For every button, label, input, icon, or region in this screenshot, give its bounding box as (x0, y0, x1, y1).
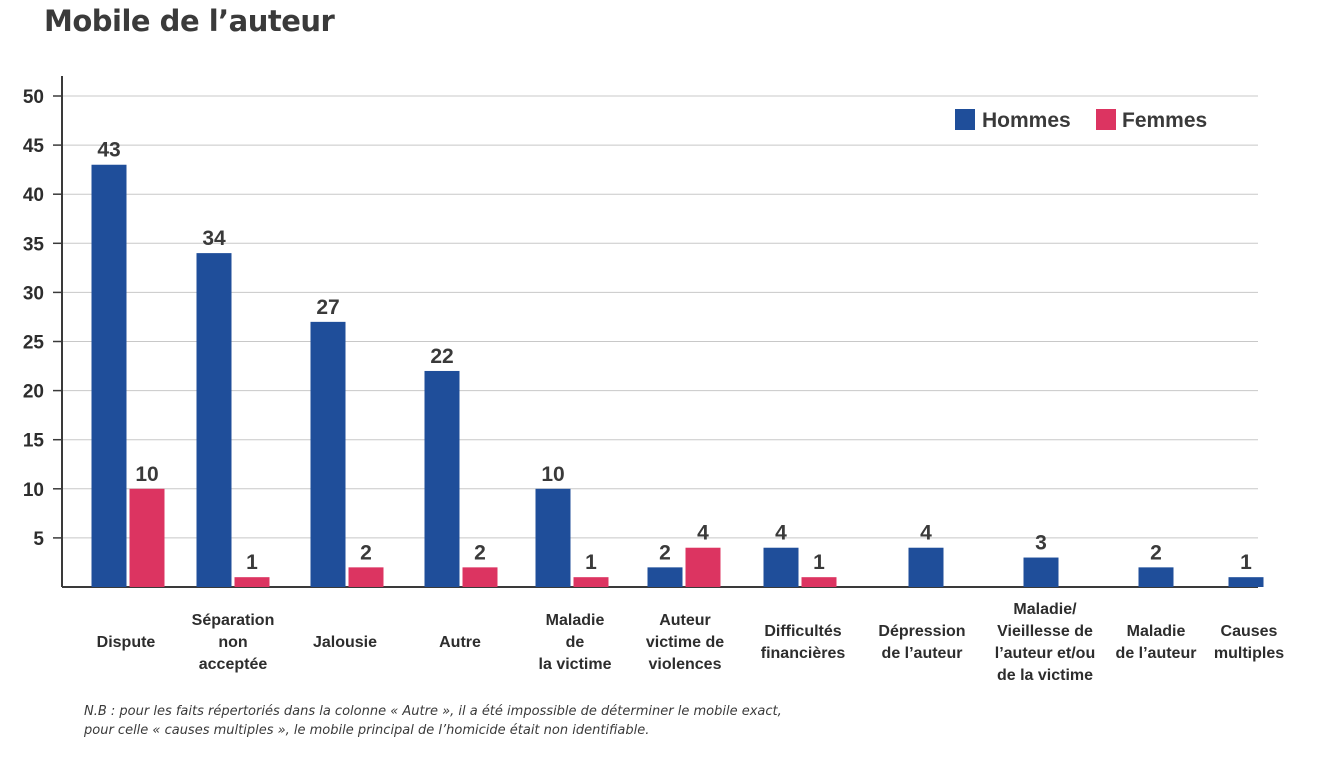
legend: Hommes Femmes (955, 109, 1207, 132)
category-labels: Dispute Séparation non acceptée Jalousie Autr… (97, 601, 1285, 684)
category-label-5: Auteur victime de violences (646, 612, 724, 673)
category-label-6: Difficultés financières (761, 623, 846, 662)
category-label-10: Causes multiples (1214, 623, 1284, 662)
data-label-hommes-7: 4 (920, 522, 932, 545)
y-tick-label-30: 30 (23, 283, 44, 304)
y-tick-label-25: 25 (23, 333, 45, 354)
category-label-0: Dispute (97, 634, 156, 651)
data-label-femmes-6: 1 (813, 551, 825, 574)
bar-hommes-3 (424, 370, 460, 587)
data-label-femmes-1: 1 (246, 551, 258, 574)
chart-title: Mobile de l’auteur (44, 4, 335, 38)
category-label-7: Dépression de l’auteur (878, 623, 965, 662)
bar-hommes-2 (310, 321, 346, 587)
data-label-femmes-4: 1 (585, 551, 597, 574)
bar-femmes-6 (801, 577, 837, 587)
legend-swatch-femmes (1096, 109, 1116, 130)
bar-femmes-1 (234, 577, 270, 587)
bar-femmes-0 (129, 488, 165, 587)
y-tick-label-20: 20 (23, 382, 44, 403)
y-tick-label-10: 10 (23, 480, 44, 501)
y-tick-label-45: 45 (23, 136, 45, 157)
legend-label-femmes: Femmes (1122, 109, 1207, 132)
data-label-femmes-3: 2 (474, 541, 486, 564)
bar-hommes-1 (196, 253, 232, 587)
bar-hommes-5 (647, 567, 683, 587)
bar-hommes-0 (91, 164, 127, 588)
y-tick-label-35: 35 (23, 234, 45, 255)
category-label-3: Autre (439, 634, 481, 651)
y-tick-label-5: 5 (33, 529, 44, 550)
bar-hommes-4 (535, 488, 571, 587)
bar-femmes-4 (573, 577, 609, 587)
category-label-4: Maladie de la victime (539, 612, 612, 673)
data-label-hommes-10: 1 (1240, 551, 1252, 574)
bar-hommes-9 (1138, 567, 1174, 587)
bar-femmes-2 (348, 567, 384, 587)
category-label-2: Jalousie (313, 634, 377, 651)
category-label-1: Séparation non acceptée (192, 612, 275, 673)
data-label-hommes-3: 22 (430, 345, 453, 368)
footnote-line-2: pour celle « causes multiples », le mobi… (84, 723, 650, 738)
data-label-femmes-0: 10 (135, 463, 158, 486)
bar-hommes-6 (763, 547, 799, 587)
data-label-hommes-4: 10 (541, 463, 564, 486)
data-label-hommes-8: 3 (1035, 532, 1047, 555)
bar-hommes-7 (908, 547, 944, 587)
category-label-8: Maladie/Vieillesse de l’auteur et/ou de la… (995, 601, 1095, 684)
data-label-hommes-6: 4 (775, 522, 787, 545)
gridlines (62, 95, 1258, 539)
bar-hommes-8 (1023, 557, 1059, 587)
footnote-line-1: N.B : pour les faits répertoriés dans la… (84, 704, 782, 719)
data-label-hommes-1: 34 (202, 227, 226, 250)
category-label-9: Maladie de l’auteur (1116, 623, 1197, 662)
data-label-hommes-0: 43 (97, 139, 120, 162)
legend-label-hommes: Hommes (982, 109, 1071, 132)
bar-femmes-5 (685, 547, 721, 587)
bars (91, 164, 1264, 588)
y-tick-label-40: 40 (23, 185, 44, 206)
bar-hommes-10 (1228, 577, 1264, 587)
bar-femmes-3 (462, 567, 498, 587)
legend-swatch-hommes (955, 109, 975, 130)
data-label-hommes-5: 2 (659, 541, 671, 564)
y-tick-label-50: 50 (23, 87, 44, 108)
footnote: N.B : pour les faits répertoriés dans la… (84, 702, 782, 740)
data-label-femmes-5: 4 (697, 522, 709, 545)
data-label-hommes-2: 27 (316, 296, 339, 319)
y-tick-label-15: 15 (23, 431, 45, 452)
data-label-hommes-9: 2 (1150, 541, 1162, 564)
data-label-femmes-2: 2 (360, 541, 372, 564)
